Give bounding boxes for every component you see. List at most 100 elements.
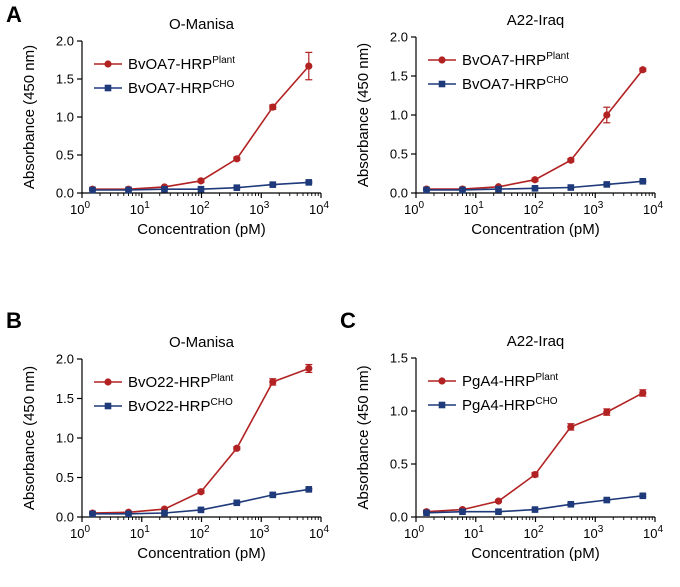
chart-2: A22-Iraq 0.0 0.5 1.0 1.5 2.0 100 101 102 103 104 Co…: [355, 12, 663, 238]
y-tick-label: 2.0: [56, 34, 74, 49]
data-point: [567, 423, 575, 431]
x-axis-label: Concentration (pM): [137, 545, 265, 562]
x-axis-label: Concentration (pM): [471, 221, 599, 238]
x-tick-label: 104: [643, 200, 663, 217]
legend-marker: [438, 401, 446, 409]
data-point: [603, 408, 611, 416]
y-tick-label: 0.5: [390, 457, 408, 472]
y-tick-label: 0.5: [56, 470, 74, 485]
legend-marker: [438, 80, 446, 88]
data-point: [197, 488, 205, 496]
x-axis-label: Concentration (pM): [137, 221, 265, 238]
y-axis-label: Absorbance (450 nm): [21, 366, 38, 510]
y-tick-label: 1.0: [56, 110, 74, 125]
data-point: [603, 111, 611, 119]
legend-marker: [104, 60, 112, 68]
x-tick-label: 103: [583, 524, 603, 541]
data-point: [495, 508, 502, 515]
series-cho: BvOA7-HRPCHO: [89, 79, 313, 194]
chart-3: O-Manisa 0.0 0.5 1.0 1.5 2.0 100 101 102 103 104 Co…: [21, 334, 329, 562]
x-tick-label: 103: [583, 200, 603, 217]
data-point: [233, 184, 241, 191]
data-point: [531, 176, 539, 184]
panel-letter-b: B: [6, 308, 22, 333]
chart-title: A22-Iraq: [507, 12, 565, 29]
data-point: [494, 497, 503, 505]
data-point: [197, 185, 205, 193]
legend-marker: [104, 84, 112, 92]
x-tick-label: 102: [523, 524, 543, 541]
data-point: [639, 66, 647, 74]
y-axis-label: Absorbance (450 nm): [355, 43, 372, 187]
x-tick-label: 100: [70, 200, 90, 217]
data-point: [125, 510, 132, 518]
data-point: [531, 185, 539, 192]
x-tick-label: 102: [189, 524, 209, 541]
chart-4: A22-Iraq 0.0 0.5 1.0 1.5 100 101 102 103 104 Conce…: [355, 333, 663, 562]
y-tick-label: 1.5: [390, 69, 408, 84]
legend-marker: [104, 378, 112, 386]
data-point: [305, 364, 313, 373]
data-point: [269, 181, 277, 188]
series-plant: PgA4-HRPPlant: [422, 372, 647, 516]
x-tick-label: 102: [523, 200, 543, 217]
x-tick-label: 103: [249, 200, 269, 217]
chart-title: O-Manisa: [169, 16, 235, 33]
series-plant: BvOA7-HRPPlant: [422, 51, 647, 193]
legend-marker: [104, 402, 112, 410]
x-tick-label: 101: [464, 524, 484, 541]
data-point: [423, 509, 430, 517]
y-tick-label: 0.5: [390, 147, 408, 162]
y-tick-label: 1.5: [56, 72, 74, 87]
data-point: [269, 378, 277, 386]
data-point: [639, 178, 647, 185]
x-tick-label: 100: [404, 200, 424, 217]
data-point: [423, 186, 430, 194]
legend-marker: [438, 377, 446, 385]
y-tick-label: 0.0: [390, 510, 408, 525]
legend-label: PgA4-HRPCHO: [462, 396, 558, 414]
data-point: [639, 492, 647, 500]
x-tick-label: 104: [643, 524, 663, 541]
x-tick-label: 101: [464, 200, 484, 217]
x-tick-label: 104: [309, 524, 329, 541]
legend-label: BvOA7-HRPPlant: [462, 51, 569, 69]
data-point: [567, 500, 575, 508]
data-point: [567, 156, 575, 164]
panel-letter-a: A: [6, 2, 22, 27]
x-tick-label: 100: [404, 524, 424, 541]
chart-title: A22-Iraq: [507, 333, 565, 350]
chart-1: O-Manisa 0.0 0.5 1.0 1.5 2.0 100 101 102 103 104 Co…: [21, 16, 329, 238]
y-tick-label: 0.0: [56, 510, 74, 525]
y-tick-label: 2.0: [390, 30, 408, 45]
x-tick-label: 102: [189, 200, 209, 217]
series-cho: BvO22-HRPCHO: [89, 397, 313, 518]
x-tick-label: 100: [70, 524, 90, 541]
y-tick-label: 0.0: [56, 186, 74, 201]
series-plant: BvOA7-HRPPlant: [88, 51, 313, 193]
data-point: [233, 444, 241, 452]
x-axis-label: Concentration (pM): [471, 545, 599, 562]
data-point: [233, 499, 241, 507]
data-point: [531, 471, 539, 479]
legend-label: BvOA7-HRPCHO: [462, 75, 569, 93]
data-point: [125, 186, 132, 194]
legend-label: BvO22-HRPCHO: [128, 397, 233, 415]
data-point: [531, 506, 539, 513]
y-tick-label: 1.0: [56, 431, 74, 446]
data-point: [305, 486, 313, 493]
data-point: [161, 185, 168, 193]
y-tick-label: 1.5: [390, 351, 408, 366]
legend-marker: [438, 56, 446, 64]
series-cho: BvOA7-HRPCHO: [423, 75, 647, 194]
data-point: [305, 62, 313, 70]
x-tick-label: 104: [309, 200, 329, 217]
x-tick-label: 101: [130, 524, 150, 541]
y-axis-label: Absorbance (450 nm): [355, 365, 372, 509]
data-point: [89, 186, 96, 194]
data-point: [269, 103, 277, 111]
data-point: [305, 179, 313, 186]
x-tick-label: 101: [130, 200, 150, 217]
data-point: [459, 186, 466, 194]
